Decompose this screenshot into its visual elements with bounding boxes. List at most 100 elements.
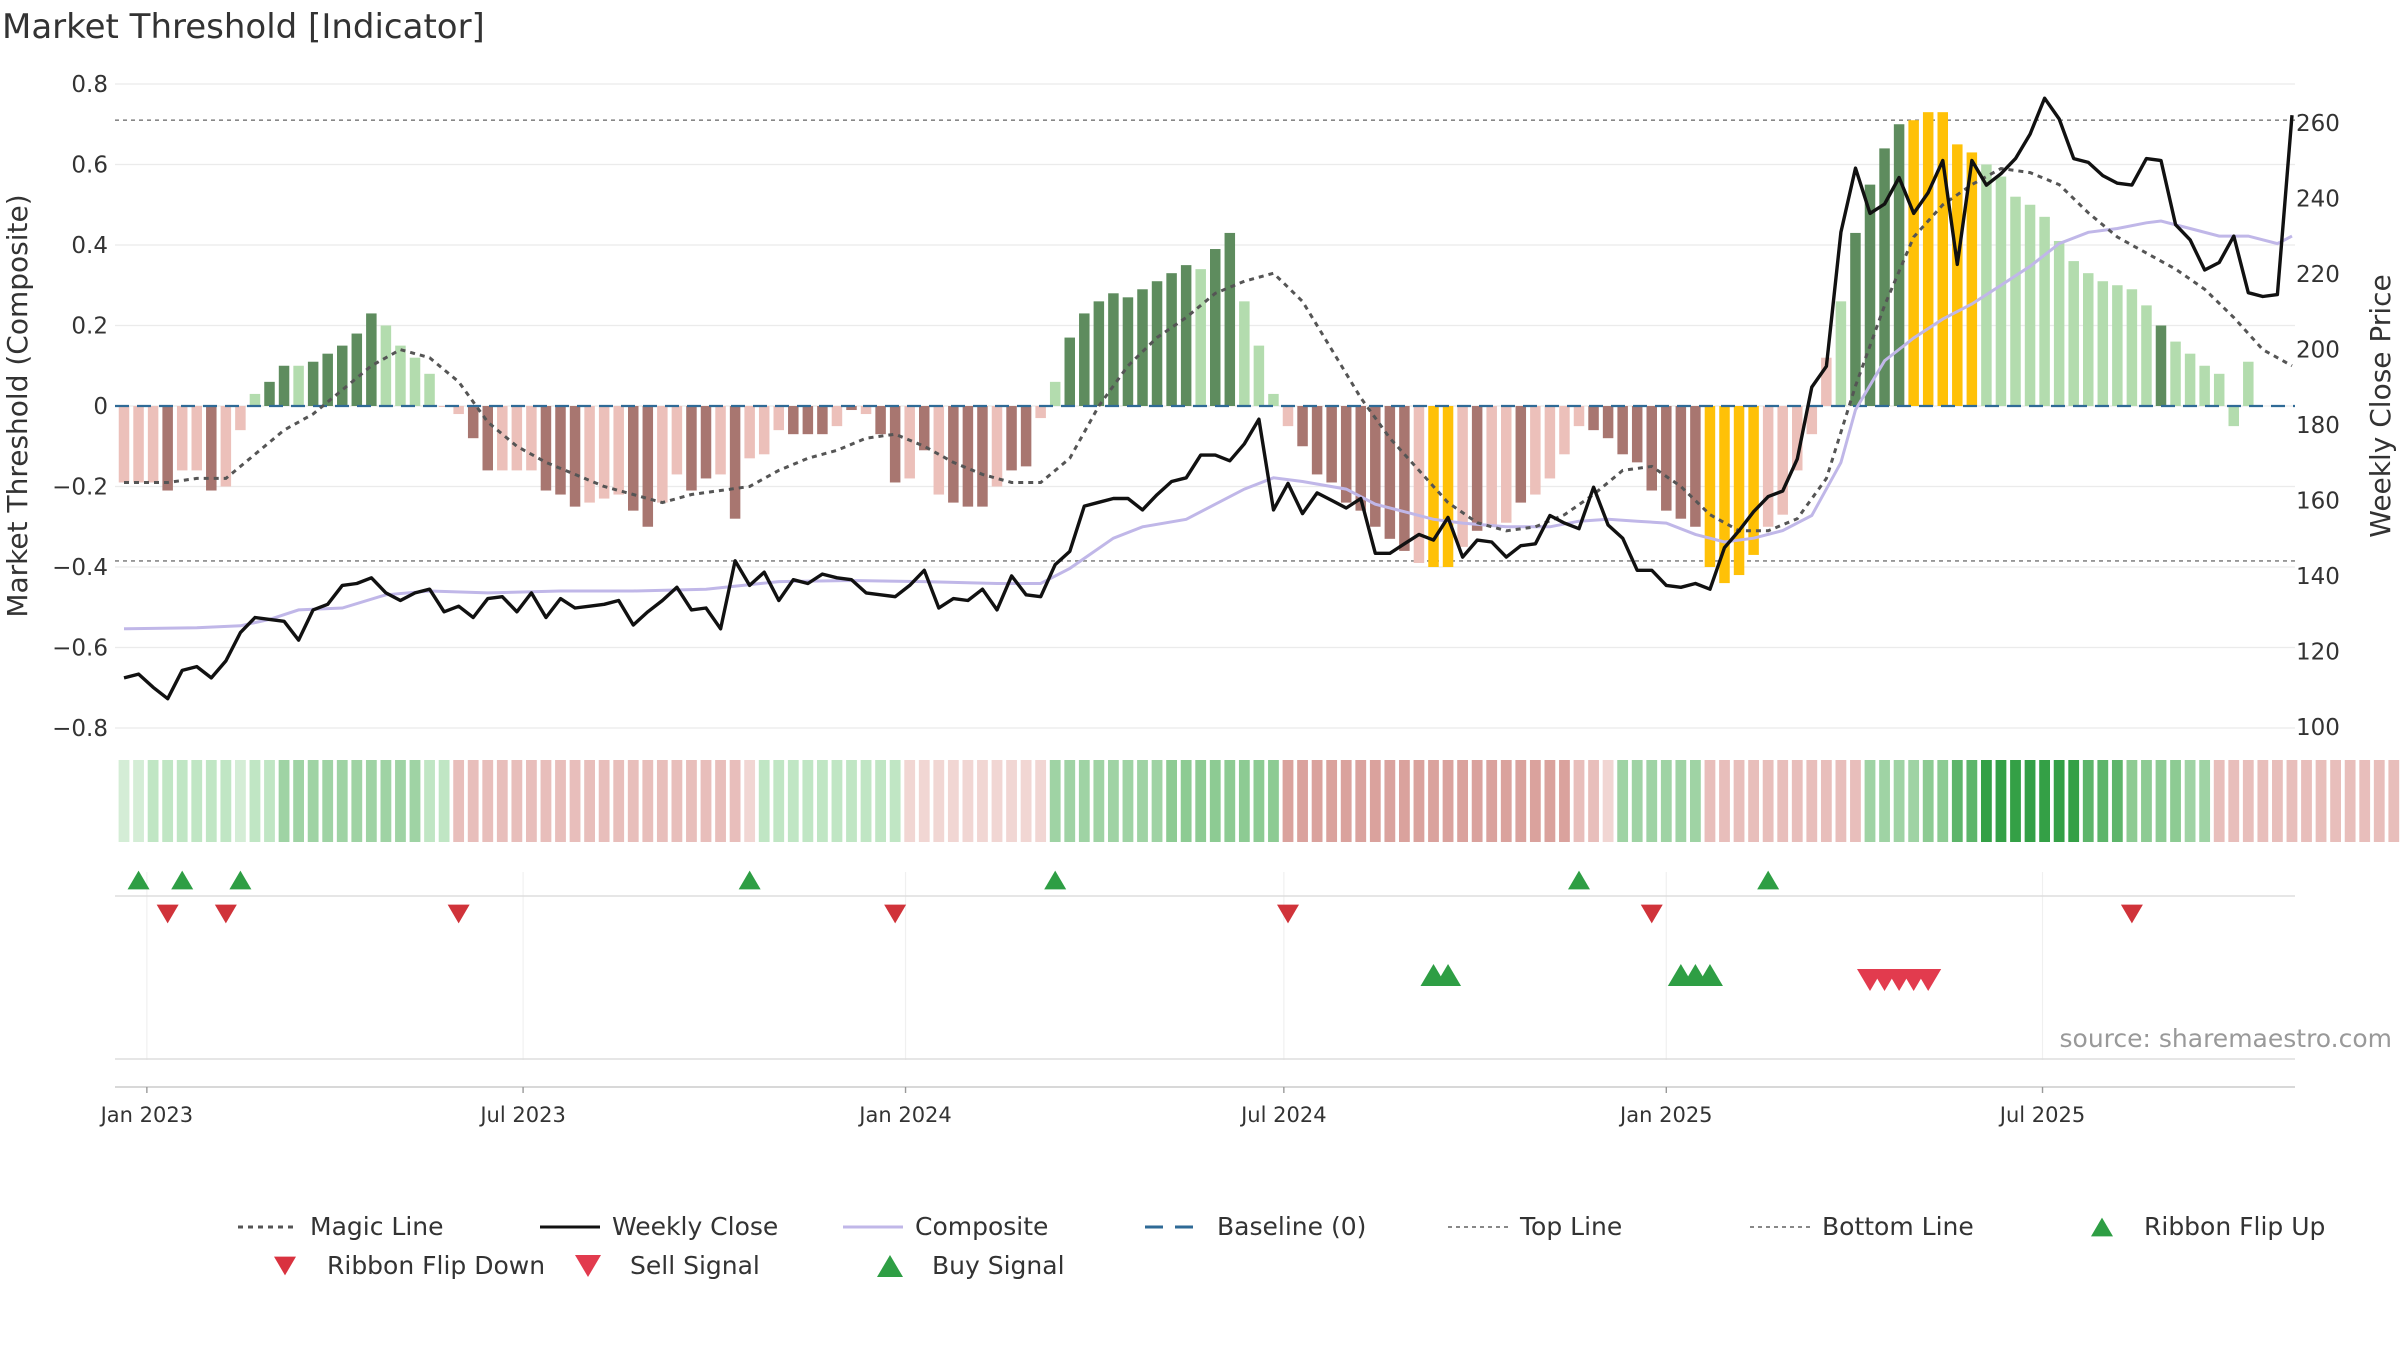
y2-tick-label: 140 — [2296, 564, 2340, 590]
ribbon-cell — [1180, 760, 1192, 842]
ribbon-cell — [1151, 760, 1163, 842]
composite-bar — [1311, 406, 1323, 475]
composite-bar — [1733, 406, 1745, 576]
composite-bar — [1893, 124, 1905, 406]
composite-bar — [2228, 406, 2239, 427]
composite-bar — [613, 406, 624, 495]
ribbon-cell — [1064, 760, 1076, 842]
ribbon-cell — [1195, 760, 1207, 842]
composite-bar — [1588, 406, 1599, 431]
ribbon-cell — [817, 760, 828, 842]
composite-bar — [773, 406, 784, 431]
composite-bar — [1282, 406, 1294, 427]
ribbon-cell — [322, 760, 334, 842]
ribbon-cell — [467, 760, 479, 842]
ribbon-cell — [831, 760, 843, 842]
composite-bar — [2170, 341, 2181, 406]
ribbon-cell — [933, 760, 945, 842]
ribbon-flip-down-marker — [156, 904, 179, 924]
composite-bar — [1471, 406, 1483, 531]
ribbon-cell — [482, 760, 494, 842]
ribbon-cell — [1268, 760, 1279, 842]
ribbon-cell — [264, 760, 275, 842]
y-tick-label: −0.6 — [52, 636, 108, 662]
composite-bar — [1093, 301, 1105, 406]
ribbon-cell — [2141, 760, 2152, 842]
composite-bar — [322, 353, 333, 406]
composite-bar — [2039, 216, 2050, 406]
ribbon-cell — [773, 760, 785, 842]
ribbon-cell — [1238, 760, 1250, 842]
composite-bar — [2213, 373, 2225, 406]
composite-bar — [1253, 345, 1265, 406]
date-tick-label: Jul 2025 — [1998, 1103, 2085, 1127]
composite-bar — [1020, 406, 1032, 467]
y2-tick-label: 120 — [2296, 639, 2340, 665]
composite-bar — [409, 357, 421, 406]
composite-bar — [1501, 406, 1512, 523]
composite-bar — [1646, 406, 1657, 491]
composite-bar — [2068, 261, 2079, 406]
composite-bar — [729, 406, 741, 519]
composite-line — [123, 219, 2293, 631]
composite-bar — [1079, 313, 1090, 406]
composite-bar — [133, 406, 144, 483]
ribbon-cell — [1355, 760, 1367, 842]
ribbon-cell — [2388, 760, 2400, 842]
composite-bar — [1922, 112, 1934, 407]
composite-bar — [380, 325, 392, 406]
composite-bar — [1340, 406, 1352, 503]
composite-bar — [1166, 273, 1177, 406]
chart-title: Market Threshold [Indicator] — [2, 7, 485, 47]
composite-bar — [758, 406, 770, 455]
ribbon-cell — [453, 760, 465, 842]
ribbon-cell — [147, 760, 159, 842]
composite-bar — [1224, 232, 1236, 406]
ribbon-cell — [2242, 760, 2254, 842]
y2-tick-label: 240 — [2296, 186, 2340, 212]
legend-marker — [274, 1256, 296, 1276]
composite-bar — [860, 406, 872, 415]
buy-signal-marker — [1696, 963, 1723, 987]
composite-bar — [1326, 406, 1337, 483]
y-tick-label: 0.8 — [71, 72, 108, 98]
source-label: source: sharemaestro.com — [2060, 1024, 2393, 1053]
ribbon-cell — [249, 760, 261, 842]
legend-item: Composite — [843, 1212, 1048, 1241]
ribbon-cell — [671, 760, 683, 842]
composite-bar — [1952, 144, 1963, 406]
ribbon-cell — [2039, 760, 2050, 842]
composite-bar — [2053, 240, 2065, 406]
composite-bar — [1006, 406, 1017, 471]
ribbon-cell — [1122, 760, 1134, 842]
ribbon-cell — [2315, 760, 2327, 842]
ribbon-cell — [1966, 760, 1978, 842]
composite-bar — [1049, 381, 1061, 406]
ribbon-cell — [1209, 760, 1221, 842]
composite-bar — [1792, 406, 1803, 471]
ribbon-cell — [2097, 760, 2109, 842]
ribbon-cell — [1588, 760, 1599, 842]
composite-bar — [2141, 305, 2152, 406]
ribbon-cell — [1544, 760, 1556, 842]
composite-bar — [1573, 406, 1585, 427]
composite-bar — [337, 345, 348, 406]
composite-bar — [220, 406, 232, 487]
ribbon-cell — [2024, 760, 2036, 842]
y-tick-label: −0.4 — [52, 555, 108, 581]
ribbon-cell — [1166, 760, 1177, 842]
ribbon-cell — [1762, 760, 1774, 842]
ribbon-cell — [569, 760, 581, 842]
composite-bar — [264, 381, 275, 406]
ribbon-cell — [1311, 760, 1323, 842]
legend-item: Magic Line — [238, 1212, 444, 1241]
ribbon-cell — [1413, 760, 1425, 842]
ribbon-cell — [2272, 760, 2283, 842]
ribbon-cell — [220, 760, 232, 842]
ribbon-cell — [1326, 760, 1338, 842]
composite-bar — [1806, 406, 1818, 435]
composite-bar — [948, 406, 959, 503]
ribbon-cell — [1690, 760, 1701, 842]
legend-item: Ribbon Flip Down — [274, 1251, 545, 1280]
ribbon-cell — [1806, 760, 1818, 842]
